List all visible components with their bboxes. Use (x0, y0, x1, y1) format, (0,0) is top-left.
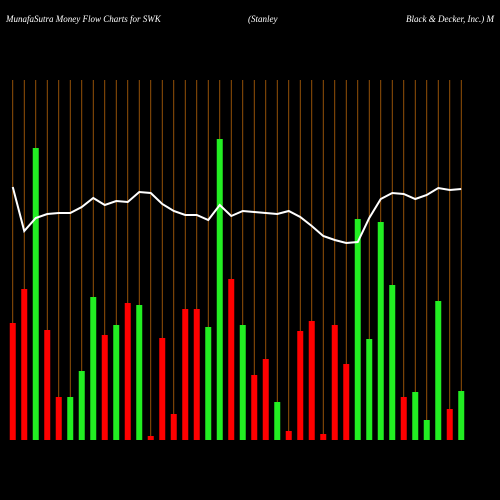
bar (320, 434, 327, 440)
bar (159, 338, 166, 440)
bar (78, 371, 85, 440)
bar (239, 325, 246, 440)
bar (9, 323, 16, 440)
bar (216, 139, 223, 440)
bar (136, 305, 143, 440)
bar (124, 303, 131, 440)
bar (412, 392, 419, 440)
bar (55, 397, 62, 440)
bar (147, 436, 154, 440)
bar (435, 301, 442, 440)
bar (274, 402, 281, 440)
bar (251, 375, 258, 440)
bar (228, 279, 235, 440)
bar (308, 321, 315, 440)
chart-subtitle-right: Black & Decker, Inc.) M (406, 14, 494, 24)
bar (285, 431, 292, 440)
bar (101, 335, 108, 440)
chart-subtitle: (Stanley (248, 14, 278, 24)
bar (458, 391, 465, 440)
bar (182, 309, 189, 440)
bar (21, 289, 28, 440)
bar (297, 331, 304, 440)
bar (343, 364, 350, 440)
bar (423, 420, 430, 440)
chart-title: MunafaSutra Money Flow Charts for SWK (5, 14, 162, 24)
bar (331, 325, 338, 440)
bar (32, 148, 39, 440)
bar (205, 327, 212, 440)
money-flow-line (11, 186, 462, 245)
bar (400, 397, 407, 440)
bar (389, 285, 396, 440)
bar (377, 222, 384, 440)
bar (170, 414, 177, 440)
bar (44, 330, 51, 440)
bar (366, 339, 373, 440)
bar (446, 409, 453, 440)
bar (90, 297, 97, 440)
bar (67, 397, 74, 440)
bar (113, 325, 120, 440)
bar (354, 219, 361, 440)
bar (262, 359, 269, 440)
bar (193, 309, 200, 440)
